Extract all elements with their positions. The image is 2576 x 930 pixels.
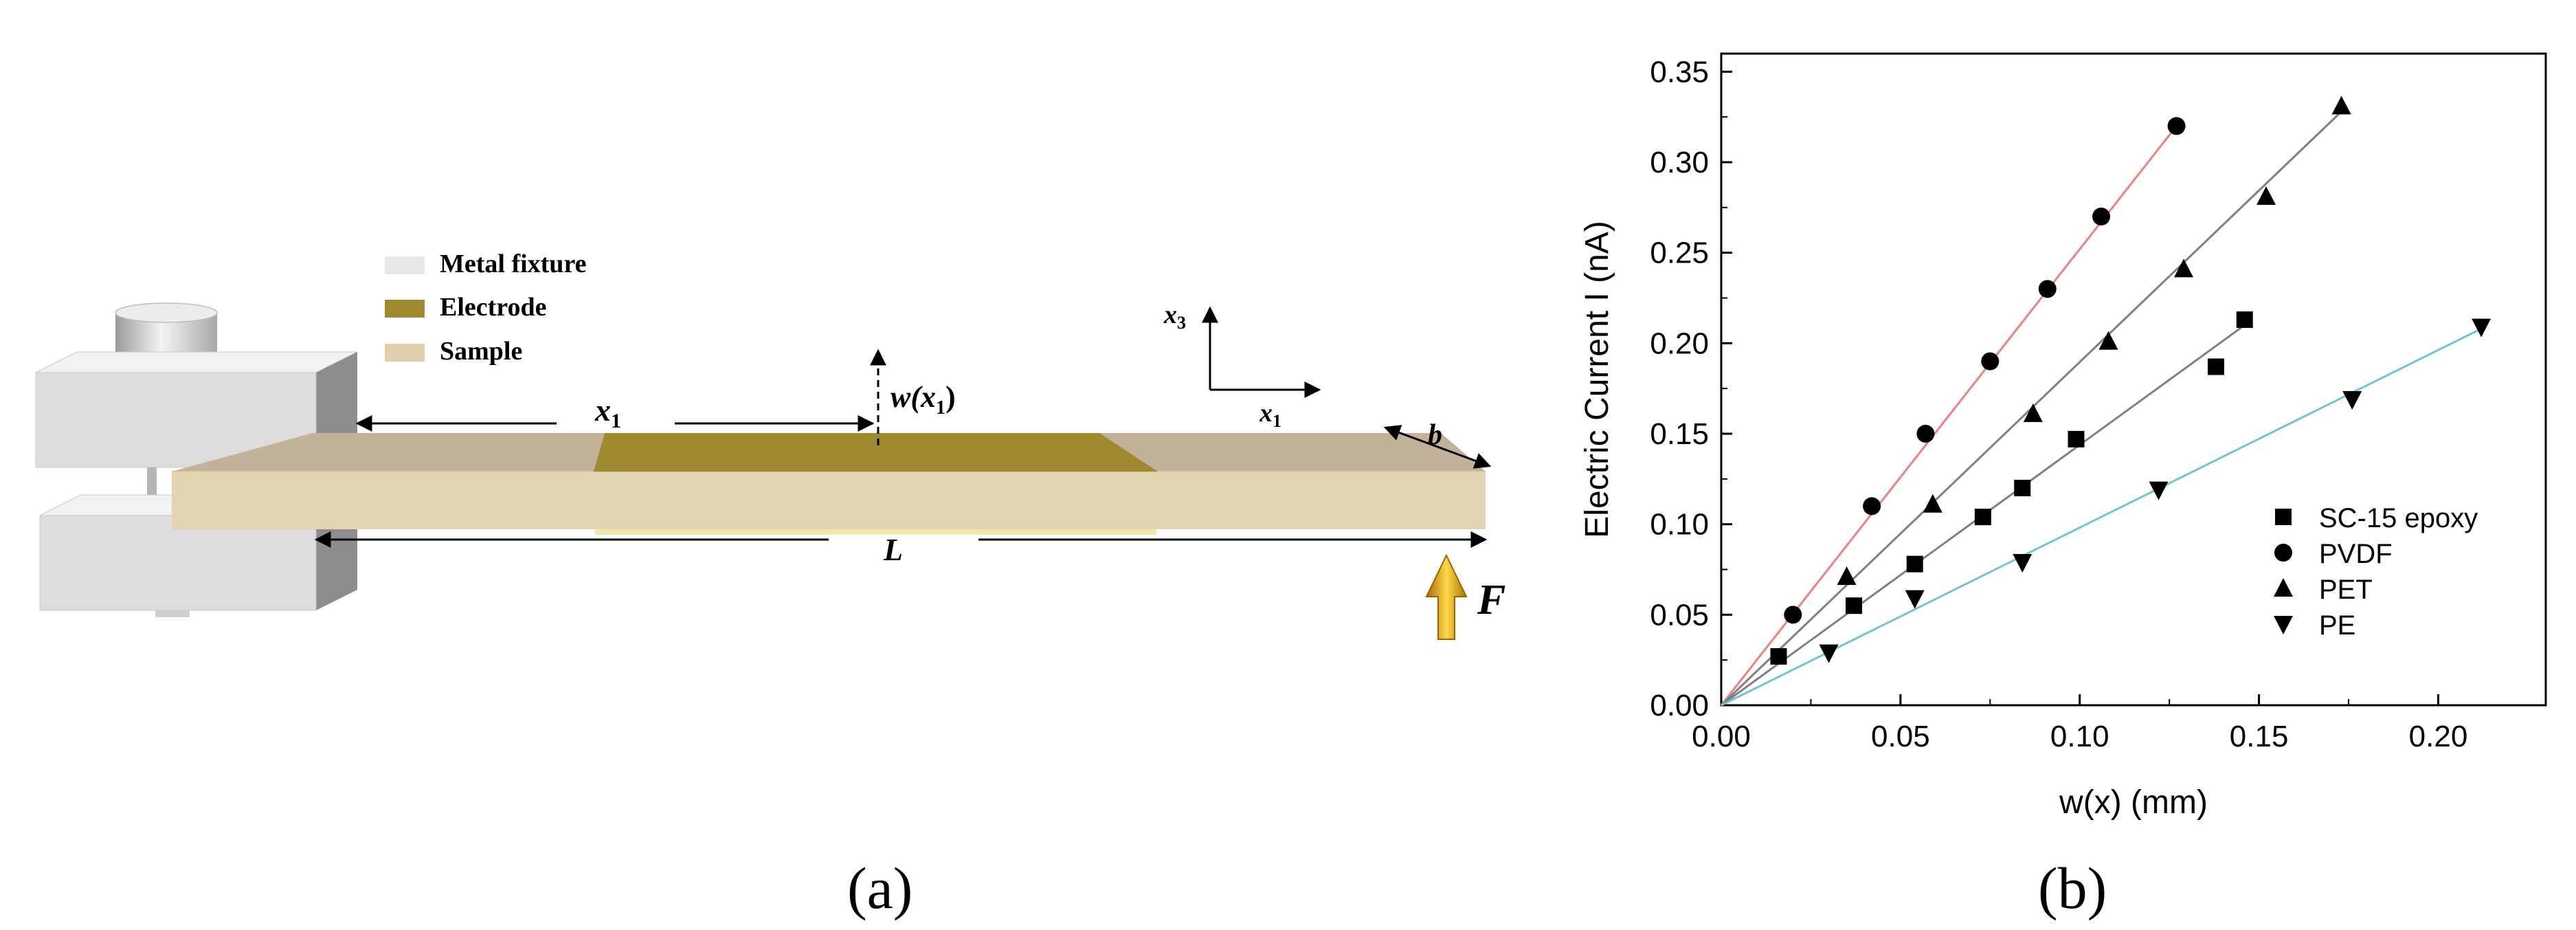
- legend-marker-pe: [2274, 616, 2293, 634]
- legend-marker-pet: [2274, 578, 2293, 597]
- legend-label-electrode: Electrode: [440, 293, 546, 322]
- panel-b-label: (b): [2038, 855, 2107, 921]
- data-point-pvdf: [1981, 352, 2000, 370]
- data-point-pvdf: [2038, 280, 2057, 298]
- data-markers: [1770, 96, 2491, 665]
- x-tick-label: 0.20: [2409, 720, 2468, 753]
- chart-legend: SC-15 epoxy PVDF PET PE: [2274, 503, 2478, 641]
- panel-a-diagram: Metal fixture Electrode Sample x1 w(x1) …: [35, 250, 1505, 640]
- data-point-pe: [2472, 318, 2491, 337]
- data-point-pet: [2098, 331, 2118, 350]
- chart-axes: 0.00 0.05 0.10 0.15 0.20 0.00 0.05 0.10 0.15 0.20…: [1650, 55, 2467, 753]
- width-b-arrow: [1383, 425, 1492, 469]
- data-point-pet: [2331, 96, 2351, 115]
- data-point-pe: [1819, 644, 1839, 663]
- data-point-sc-15-epoxy: [1974, 509, 1991, 526]
- data-point-pvdf: [1784, 606, 1802, 624]
- data-point-pvdf: [2092, 208, 2111, 225]
- x-tick-label: 0.00: [1692, 720, 1751, 753]
- electrode-strip: [594, 433, 1158, 472]
- length-label: L: [883, 532, 903, 567]
- plot-frame: [1720, 52, 2547, 707]
- electrode-bottom-strip: [595, 529, 1156, 535]
- diagram-legend: Metal fixture Electrode Sample: [385, 250, 587, 366]
- y-tick-label: 0.15: [1650, 417, 1709, 451]
- data-point-pe: [1905, 590, 1925, 609]
- w-label: w(x1): [891, 380, 956, 419]
- legend-label-pet: PET: [2319, 575, 2373, 605]
- data-point-pvdf: [1916, 425, 1935, 443]
- legend-swatch-fixture: [385, 256, 425, 274]
- data-point-pvdf: [2167, 117, 2186, 135]
- data-point-pet: [2256, 186, 2276, 206]
- legend-marker-pvdf: [2274, 544, 2292, 562]
- data-point-pe: [2342, 390, 2362, 410]
- y-tick-label: 0.10: [1650, 508, 1709, 542]
- legend-swatch-electrode: [385, 300, 425, 318]
- legend-label-sample: Sample: [440, 337, 522, 366]
- data-point-sc-15-epoxy: [2068, 430, 2085, 447]
- fit-lines: [1720, 111, 2482, 707]
- data-point-sc-15-epoxy: [1906, 555, 1923, 573]
- data-point-sc-15-epoxy: [1770, 647, 1787, 665]
- force-label: F: [1477, 577, 1505, 623]
- x-tick-label: 0.05: [1871, 720, 1930, 753]
- x-axis-title: w(x) (mm): [2059, 784, 2208, 821]
- force-arrow: [1425, 553, 1468, 640]
- panel-a-label: (a): [847, 855, 913, 921]
- data-point-pe: [2149, 481, 2169, 500]
- y-tick-label: 0.20: [1650, 326, 1709, 360]
- y-tick-label: 0.30: [1650, 146, 1709, 179]
- legend-label-fixture: Metal fixture: [440, 250, 587, 278]
- panel-b-chart: 0.00 0.05 0.10 0.15 0.20 0.00 0.05 0.10 0.15 0.20…: [1579, 52, 2547, 821]
- data-point-sc-15-epoxy: [2236, 311, 2253, 329]
- y-axis-title: Electric Current I (nA): [1579, 221, 1615, 538]
- data-point-pet: [2023, 403, 2043, 423]
- axis-x1-label: x1: [1259, 399, 1281, 431]
- data-point-pet: [1923, 494, 1942, 513]
- y-tick-label: 0.25: [1650, 236, 1709, 270]
- data-point-sc-15-epoxy: [2014, 480, 2031, 496]
- y-tick-label: 0.35: [1650, 55, 1709, 89]
- x1-label: x1: [594, 392, 621, 432]
- data-point-pvdf: [1863, 497, 1881, 516]
- y-tick-label: 0.00: [1650, 689, 1709, 722]
- data-point-sc-15-epoxy: [1846, 597, 1863, 615]
- data-point-pet: [2174, 258, 2194, 278]
- data-point-pet: [1837, 566, 1857, 586]
- axis-x3-label: x3: [1163, 300, 1186, 333]
- legend-swatch-sample: [385, 344, 425, 362]
- x-tick-label: 0.10: [2050, 720, 2109, 753]
- legend-marker-sc-15-epoxy: [2275, 509, 2292, 525]
- legend-label-pe: PE: [2319, 610, 2355, 641]
- data-point-sc-15-epoxy: [2208, 358, 2224, 375]
- legend-label-sc-15-epoxy: SC-15 epoxy: [2319, 503, 2478, 533]
- data-point-pe: [2013, 553, 2032, 573]
- y-tick-label: 0.05: [1650, 598, 1709, 632]
- x-tick-label: 0.15: [2230, 720, 2289, 753]
- width-b-label: b: [1428, 419, 1442, 451]
- legend-label-pvdf: PVDF: [2319, 539, 2393, 569]
